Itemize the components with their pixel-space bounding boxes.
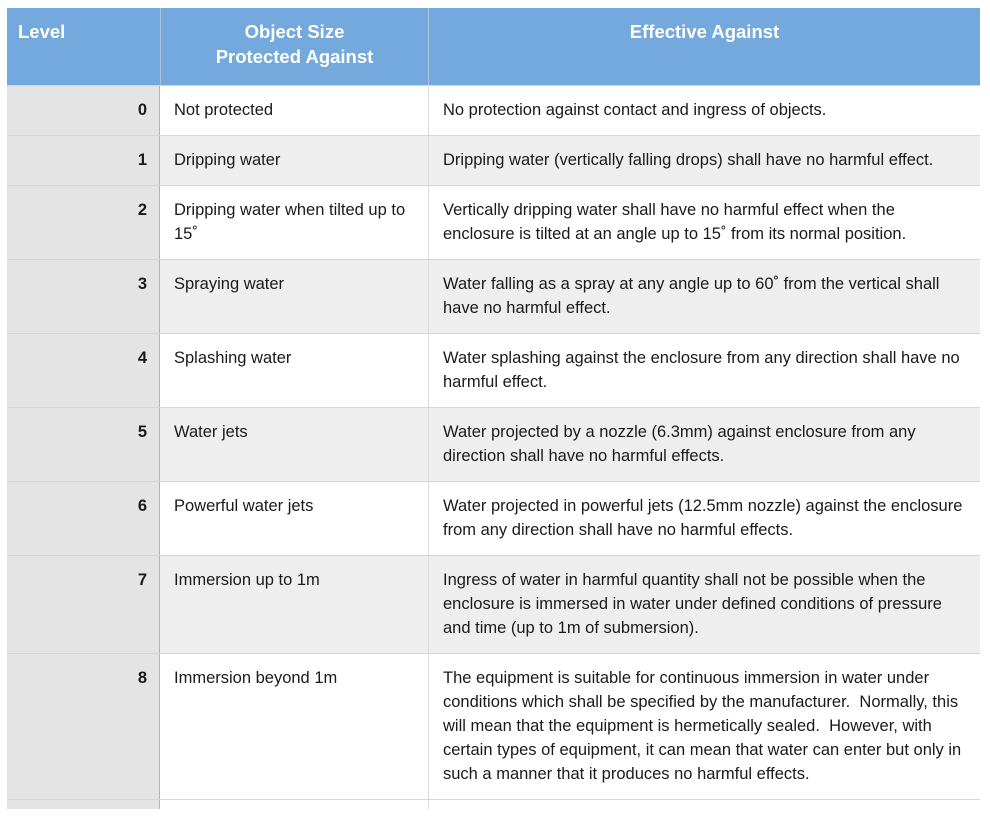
level-cell: 6 [7, 482, 160, 555]
table-row: 7 Immersion up to 1m Ingress of water in… [7, 555, 980, 653]
table-header-row: Level Object Size Protected Against Effe… [7, 8, 980, 85]
table-body: 0 Not protected No protection against co… [7, 85, 980, 799]
effect-cell: No protection against contact and ingres… [428, 86, 980, 135]
table-row: 1 Dripping water Dripping water (vertica… [7, 135, 980, 185]
effect-cell: Dripping water (vertically falling drops… [428, 136, 980, 185]
table-row: 5 Water jets Water projected by a nozzle… [7, 407, 980, 481]
partial-level-cell [7, 800, 160, 809]
effect-cell: Water splashing against the enclosure fr… [428, 334, 980, 407]
protection-cell: Not protected [160, 86, 428, 135]
effect-cell: Water falling as a spray at any angle up… [428, 260, 980, 333]
protection-cell: Powerful water jets [160, 482, 428, 555]
partial-effect-cell [428, 800, 980, 809]
level-cell: 2 [7, 186, 160, 259]
table-row: 0 Not protected No protection against co… [7, 85, 980, 135]
protection-cell: Water jets [160, 408, 428, 481]
ip-rating-table: Level Object Size Protected Against Effe… [7, 8, 980, 809]
level-cell: 8 [7, 654, 160, 799]
table-row: 2 Dripping water when tilted up to 15˚ V… [7, 185, 980, 259]
effect-cell: The equipment is suitable for continuous… [428, 654, 980, 799]
protection-cell: Splashing water [160, 334, 428, 407]
level-cell: 7 [7, 556, 160, 653]
table-row: 3 Spraying water Water falling as a spra… [7, 259, 980, 333]
partial-protection-cell [160, 800, 428, 809]
protection-cell: Immersion beyond 1m [160, 654, 428, 799]
protection-cell: Immersion up to 1m [160, 556, 428, 653]
table-row: 8 Immersion beyond 1m The equipment is s… [7, 653, 980, 799]
protection-cell: Dripping water when tilted up to 15˚ [160, 186, 428, 259]
effect-cell: Water projected by a nozzle (6.3mm) agai… [428, 408, 980, 481]
effect-cell: Water projected in powerful jets (12.5mm… [428, 482, 980, 555]
partial-next-row [7, 799, 980, 809]
protection-cell: Dripping water [160, 136, 428, 185]
level-cell: 5 [7, 408, 160, 481]
effect-cell: Vertically dripping water shall have no … [428, 186, 980, 259]
protection-cell: Spraying water [160, 260, 428, 333]
table-row: 4 Splashing water Water splashing agains… [7, 333, 980, 407]
level-cell: 3 [7, 260, 160, 333]
header-object-size-protected-against: Object Size Protected Against [160, 8, 428, 85]
effect-cell: Ingress of water in harmful quantity sha… [428, 556, 980, 653]
level-cell: 0 [7, 86, 160, 135]
table-row: 6 Powerful water jets Water projected in… [7, 481, 980, 555]
level-cell: 4 [7, 334, 160, 407]
level-cell: 1 [7, 136, 160, 185]
header-level: Level [7, 8, 160, 85]
header-effective-against: Effective Against [428, 8, 980, 85]
